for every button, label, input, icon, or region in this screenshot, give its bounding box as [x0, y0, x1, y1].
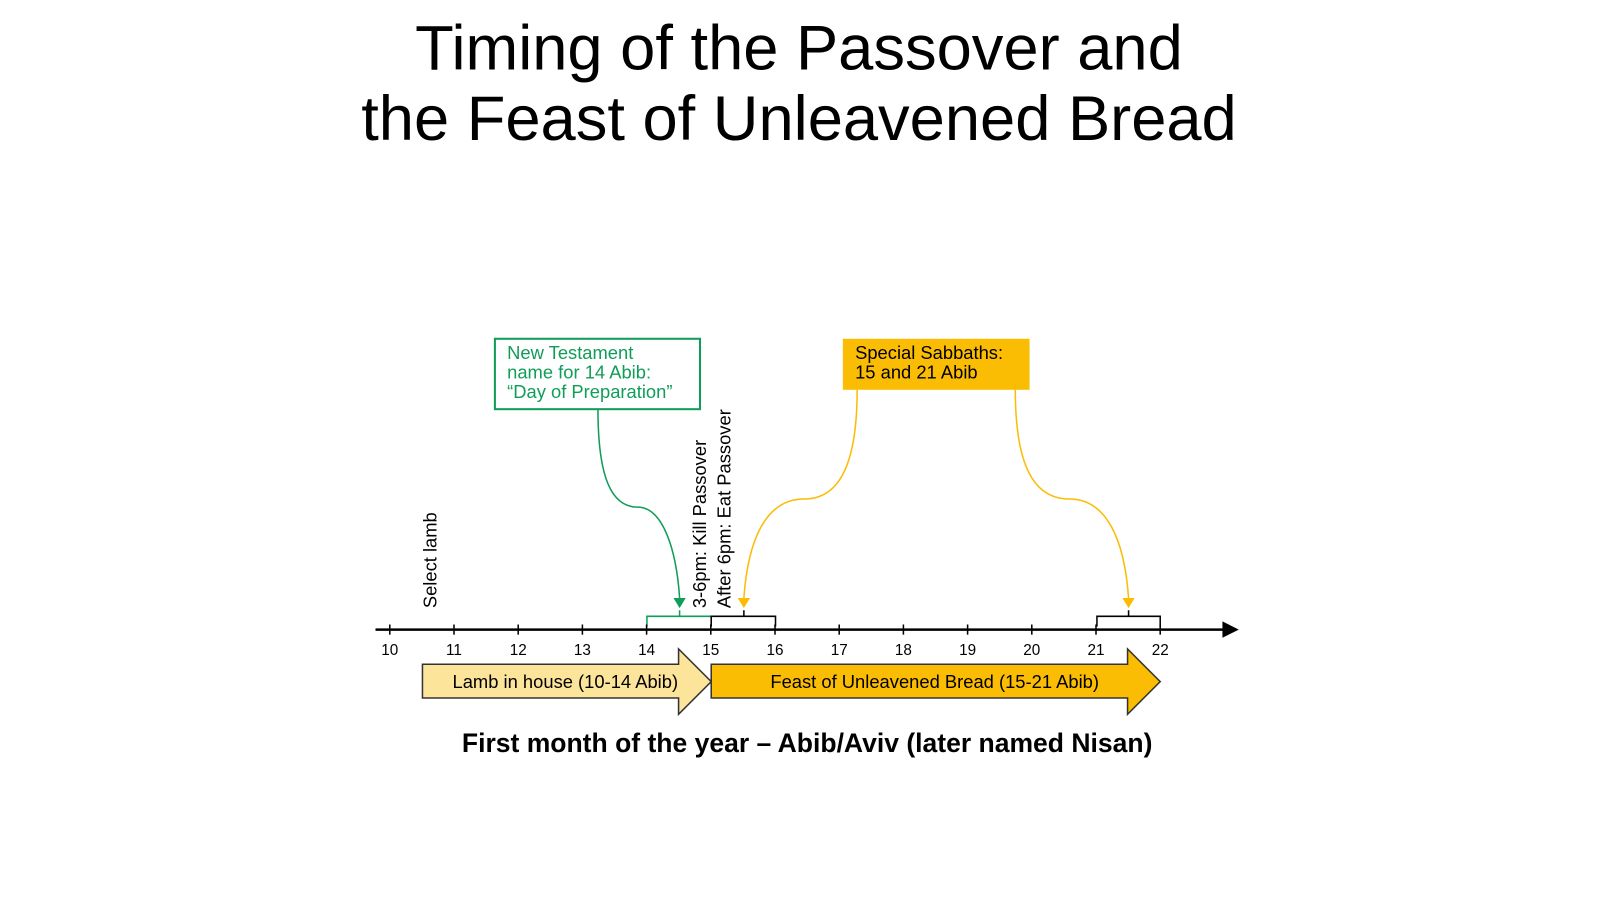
period-arrow	[710, 647, 1162, 717]
caption: First month of the year – Abib/Aviv (lat…	[462, 728, 1153, 758]
day-label: 12	[510, 642, 527, 659]
callout-box	[842, 338, 1030, 390]
day-label: 15	[702, 642, 719, 659]
callout-text: Special Sabbaths:	[855, 342, 1003, 363]
connector	[743, 389, 858, 599]
connector	[1014, 389, 1130, 599]
day-label: 14	[638, 642, 656, 659]
bracket	[1096, 610, 1161, 627]
callout-text: 15 and 21 Abib	[855, 362, 978, 383]
day-label: 13	[574, 642, 591, 659]
bracket	[710, 610, 777, 627]
callout-box	[493, 337, 702, 411]
connector	[597, 409, 681, 599]
arrowhead	[673, 597, 686, 609]
callout-text: New Testament	[507, 342, 633, 363]
day-label: 20	[1023, 642, 1040, 659]
day-label: 22	[1152, 642, 1169, 659]
period-label: Lamb in house (10-14 Abib)	[453, 671, 679, 692]
tick-group: 10 11 12 13 14 15 16 17 18 19 20 21 22	[381, 624, 1169, 659]
callout-text: name for 14 Abib:	[507, 362, 651, 383]
event-label: 3-6pm: Kill Passover	[689, 440, 710, 608]
event-label: Select lamb	[420, 512, 441, 608]
callout-text: “Day of Preparation”	[507, 381, 672, 402]
day-label: 17	[831, 642, 848, 659]
bracket	[646, 610, 712, 627]
event-label: After 6pm: Eat Passover	[714, 409, 735, 608]
arrowhead	[737, 597, 750, 609]
day-label: 21	[1087, 642, 1104, 659]
day-label: 18	[895, 642, 912, 659]
day-label: 16	[766, 642, 783, 659]
axis-arrowhead	[1222, 621, 1239, 638]
period-arrow	[421, 647, 713, 717]
arrowhead	[1122, 597, 1135, 609]
day-label: 11	[446, 642, 462, 659]
day-label: 10	[381, 642, 398, 659]
title-line: Timing of the Passover and	[415, 13, 1183, 83]
day-label: 19	[959, 642, 976, 659]
title-line: the Feast of Unleavened Bread	[361, 84, 1237, 154]
period-label: Feast of Unleavened Bread (15-21 Abib)	[770, 671, 1099, 692]
